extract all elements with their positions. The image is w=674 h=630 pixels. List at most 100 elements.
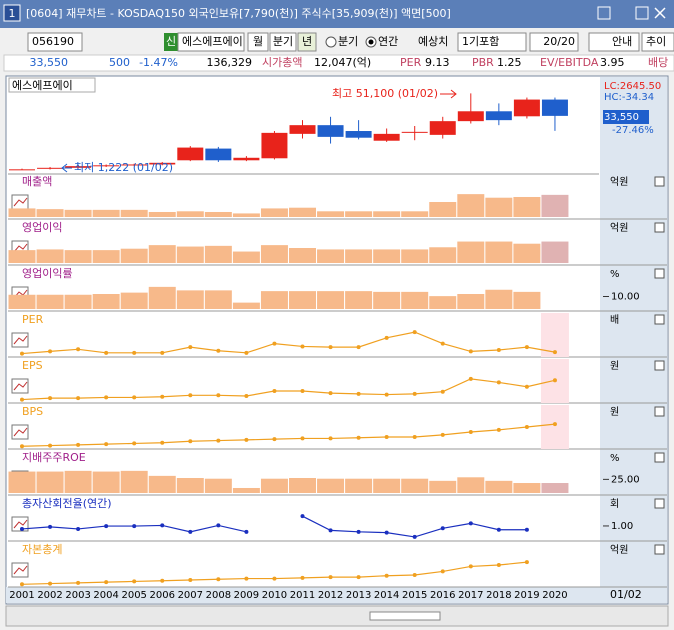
- point: [356, 391, 361, 396]
- bar: [485, 480, 513, 493]
- point: [188, 439, 193, 444]
- bar: [260, 291, 288, 309]
- panel-title: 자본총계: [22, 543, 62, 556]
- point: [356, 575, 361, 580]
- point: [524, 425, 529, 429]
- minimize-button[interactable]: [597, 6, 611, 20]
- quote-row: [3, 54, 674, 72]
- bar: [92, 471, 120, 493]
- point: [76, 580, 81, 585]
- panel-close: [654, 498, 665, 509]
- x-tick-label: 2020: [542, 590, 567, 601]
- window-controls[interactable]: [597, 6, 666, 20]
- estimate-option[interactable]: 1기포함: [462, 35, 499, 48]
- volume: 136,329: [207, 56, 253, 69]
- point: [244, 394, 249, 399]
- maximize-button[interactable]: [635, 6, 649, 20]
- bar: [541, 194, 569, 217]
- line: [21, 423, 556, 447]
- radio[interactable]: [325, 36, 337, 48]
- point: [216, 438, 221, 443]
- panel-close: [654, 268, 665, 279]
- footer-label: 01/02: [610, 588, 642, 601]
- window-title: [0604] 재무차트 - KOSDAQ150 외국인보유[7,790(천)] …: [26, 6, 451, 20]
- point: [244, 576, 249, 581]
- bar: [92, 209, 120, 217]
- code-input[interactable]: [27, 32, 83, 52]
- pbr: 1.25: [497, 56, 522, 69]
- x-tick-label: 2010: [262, 590, 287, 601]
- panel-title: 매출액: [22, 175, 52, 188]
- bar: [148, 475, 176, 493]
- bar: [317, 291, 345, 309]
- bar: [513, 291, 541, 309]
- period[interactable]: 분기: [273, 35, 293, 48]
- bar: [317, 211, 345, 217]
- unit-label: 억원: [610, 544, 628, 556]
- guide-button[interactable]: [588, 32, 640, 52]
- unit-label: 원: [610, 406, 619, 418]
- bar: [260, 245, 288, 263]
- point: [188, 578, 193, 583]
- estimate-select[interactable]: [457, 32, 527, 52]
- point: [328, 575, 333, 580]
- bar: [120, 248, 148, 263]
- close-button[interactable]: [654, 7, 666, 19]
- bar: [289, 248, 316, 263]
- period-button[interactable]: [269, 32, 297, 52]
- bar: [92, 294, 120, 309]
- button-label[interactable]: 추이: [646, 35, 666, 48]
- point: [160, 394, 165, 399]
- y-tick-label: 25.00: [611, 474, 640, 485]
- period-button[interactable]: [297, 32, 317, 52]
- radio-label[interactable]: 분기: [338, 35, 358, 48]
- count-box[interactable]: [529, 32, 579, 52]
- radio-label[interactable]: 연간: [378, 35, 398, 48]
- point: [524, 384, 529, 389]
- point: [412, 330, 417, 335]
- candle-body: [289, 125, 316, 134]
- point: [496, 563, 501, 568]
- bar: [289, 478, 316, 493]
- point: [524, 560, 529, 565]
- panel-icon: [11, 562, 29, 578]
- period[interactable]: 년: [302, 35, 312, 48]
- point: [384, 435, 389, 439]
- period[interactable]: 월: [253, 35, 263, 48]
- trend-button[interactable]: [641, 32, 674, 52]
- count: 20/20: [543, 35, 575, 48]
- point: [132, 395, 137, 400]
- point: [384, 573, 389, 578]
- button-label[interactable]: 안내: [612, 35, 632, 48]
- point: [160, 578, 165, 583]
- point: [468, 521, 473, 526]
- panel-title: 총자산회전율(연간): [22, 497, 112, 510]
- bar: [176, 478, 204, 493]
- bar: [317, 478, 345, 493]
- x-tick-label: 2003: [65, 590, 90, 601]
- panel-icon-line: [13, 335, 28, 345]
- x-tick-label: 2017: [458, 590, 483, 601]
- candle-body: [429, 121, 456, 135]
- price-box: [603, 110, 649, 124]
- scroll-bar[interactable]: [5, 605, 669, 627]
- point: [328, 345, 333, 350]
- point: [188, 345, 193, 350]
- bar: [260, 478, 288, 493]
- panel-icon-line: [13, 565, 28, 575]
- right-label: -27.46%: [612, 125, 654, 136]
- point: [216, 577, 221, 582]
- candle-body: [205, 148, 232, 161]
- period-button[interactable]: [247, 32, 269, 52]
- candle-body: [401, 131, 428, 133]
- scroll-thumb[interactable]: [369, 611, 441, 621]
- y-tick-label: 10.00: [611, 292, 640, 303]
- line: [21, 331, 556, 355]
- bar: [204, 290, 232, 309]
- point: [104, 350, 109, 355]
- point: [48, 443, 53, 448]
- point: [76, 442, 81, 447]
- point: [20, 526, 24, 531]
